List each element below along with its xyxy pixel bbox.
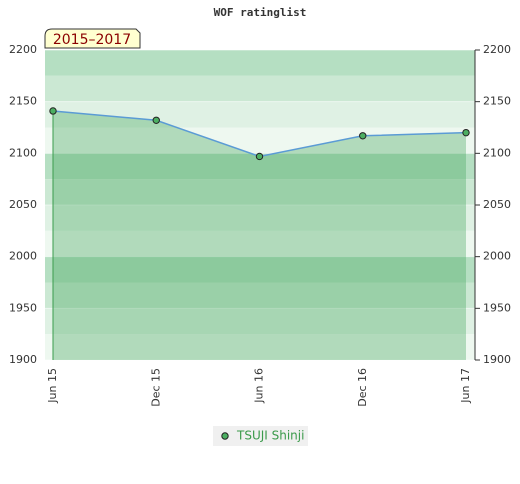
- badge-box: [44, 28, 141, 49]
- point: [255, 152, 264, 161]
- band: [45, 127, 475, 154]
- point: [359, 132, 367, 140]
- point: [49, 107, 57, 115]
- y-tick-label: 1950: [9, 301, 37, 314]
- y-tick-label: 2150: [9, 95, 37, 108]
- y2-tick-label: 1950: [483, 301, 511, 314]
- area: [53, 110, 466, 360]
- point: [462, 128, 470, 137]
- y2-tick-label: 2200: [483, 43, 511, 56]
- band: [45, 205, 475, 231]
- y2-tick-label: 1900: [483, 353, 511, 366]
- band: [45, 334, 475, 360]
- band: [45, 282, 475, 309]
- x-tick-label: Dec 15: [149, 368, 162, 407]
- chart-title: WOF ratinglist: [214, 6, 307, 19]
- band: [45, 230, 475, 257]
- y2-tick-label: 2000: [483, 250, 511, 263]
- band: [45, 75, 475, 102]
- x-tick-label: Dec 16: [356, 368, 369, 407]
- point: [152, 116, 160, 124]
- y2-tick-label: 2100: [483, 146, 511, 159]
- y-tick-label: 2100: [9, 146, 37, 159]
- band: [45, 308, 475, 335]
- y-tick-label: 2200: [9, 43, 37, 56]
- y2-tick-label: 2150: [483, 95, 511, 108]
- legend-marker: [221, 432, 229, 440]
- band: [45, 179, 475, 205]
- y-tick-label: 2050: [9, 198, 37, 211]
- y-tick-label: 2000: [9, 250, 37, 263]
- chart-subtitle: 2015–2017: [53, 32, 131, 48]
- x-tick-label: Jun 16: [253, 368, 266, 404]
- y-tick-label: 1900: [9, 353, 37, 366]
- band: [45, 101, 475, 128]
- band: [45, 50, 475, 76]
- x-tick-label: Jun 17: [459, 368, 472, 404]
- y2-tick-label: 2050: [483, 198, 511, 211]
- legend-label: TSUJI Shinji: [236, 429, 304, 443]
- x-tick-label: Jun 15: [46, 368, 59, 404]
- band: [45, 256, 475, 283]
- legend-box: [213, 426, 308, 446]
